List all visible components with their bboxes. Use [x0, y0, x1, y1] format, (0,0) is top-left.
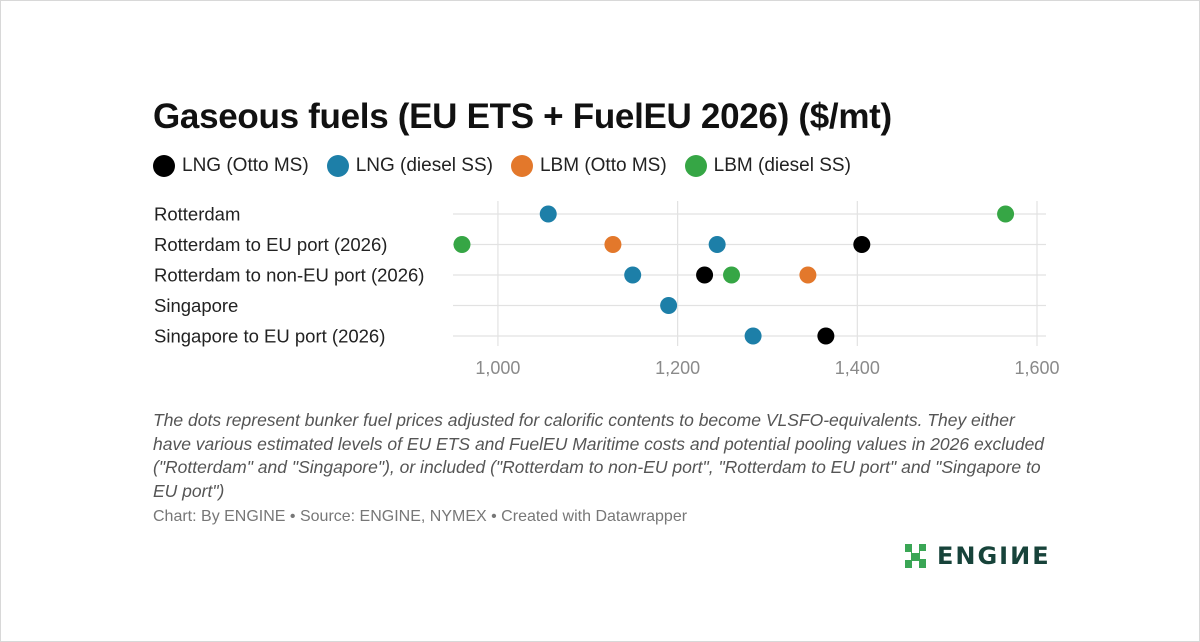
- legend-swatch: [153, 155, 175, 177]
- row-label: Rotterdam: [154, 204, 240, 225]
- data-point: [723, 266, 741, 284]
- legend-swatch: [510, 155, 533, 177]
- data-point: [853, 236, 871, 253]
- chart-source: Chart: By ENGINE • Source: ENGINE, NYMEX…: [153, 508, 688, 525]
- chart-title: Gaseous fuels (EU ETS + FuelEU 2026) ($/…: [153, 97, 892, 136]
- legend-item-lbm-otto: LBM (Otto MS): [510, 155, 667, 177]
- data-point: [453, 236, 471, 253]
- x-tick-label: 1,200: [655, 358, 700, 378]
- data-point: [817, 327, 835, 345]
- data-point: [624, 266, 642, 284]
- data-point: [604, 236, 622, 253]
- data-point: [744, 327, 762, 345]
- x-tick-label: 1,400: [835, 358, 880, 378]
- data-point: [708, 236, 726, 253]
- row-label: Rotterdam to EU port (2026): [154, 234, 387, 255]
- row-label: Rotterdam to non-EU port (2026): [154, 265, 424, 286]
- row-label: Singapore to EU port (2026): [154, 326, 385, 347]
- dot-plot: 1,000 1,200 1,400 1,600 Rotterdam Rotterdam t…: [154, 201, 1060, 378]
- chart-legend: LNG (Otto MS) LNG (diesel SS) LBM (Otto …: [153, 155, 851, 177]
- data-point: [660, 297, 678, 314]
- legend-label: LBM (diesel SS): [713, 155, 851, 176]
- legend-label: LBM (Otto MS): [539, 155, 667, 176]
- row-label: Singapore: [154, 295, 238, 316]
- legend-item-lbm-diesel: LBM (diesel SS): [684, 155, 851, 177]
- data-point: [539, 205, 557, 223]
- legend-label: LNG (diesel SS): [355, 155, 493, 176]
- legend-swatch: [326, 155, 349, 177]
- engine-logo: ENGIИE: [903, 542, 1051, 570]
- data-point: [997, 205, 1015, 223]
- x-tick-label: 1,600: [1014, 358, 1059, 378]
- data-point: [799, 266, 817, 284]
- legend-item-lng-diesel: LNG (diesel SS): [326, 155, 493, 177]
- x-tick-label: 1,000: [475, 358, 520, 378]
- legend-swatch: [684, 155, 707, 177]
- legend-item-lng-otto: LNG (Otto MS): [153, 155, 309, 177]
- engine-logo-text: ENGIИE: [937, 542, 1051, 570]
- data-point: [696, 266, 714, 284]
- legend-label: LNG (Otto MS): [182, 155, 309, 176]
- chart-notes: The dots represent bunker fuel prices ad…: [153, 410, 1045, 501]
- engine-logo-icon: [905, 544, 926, 568]
